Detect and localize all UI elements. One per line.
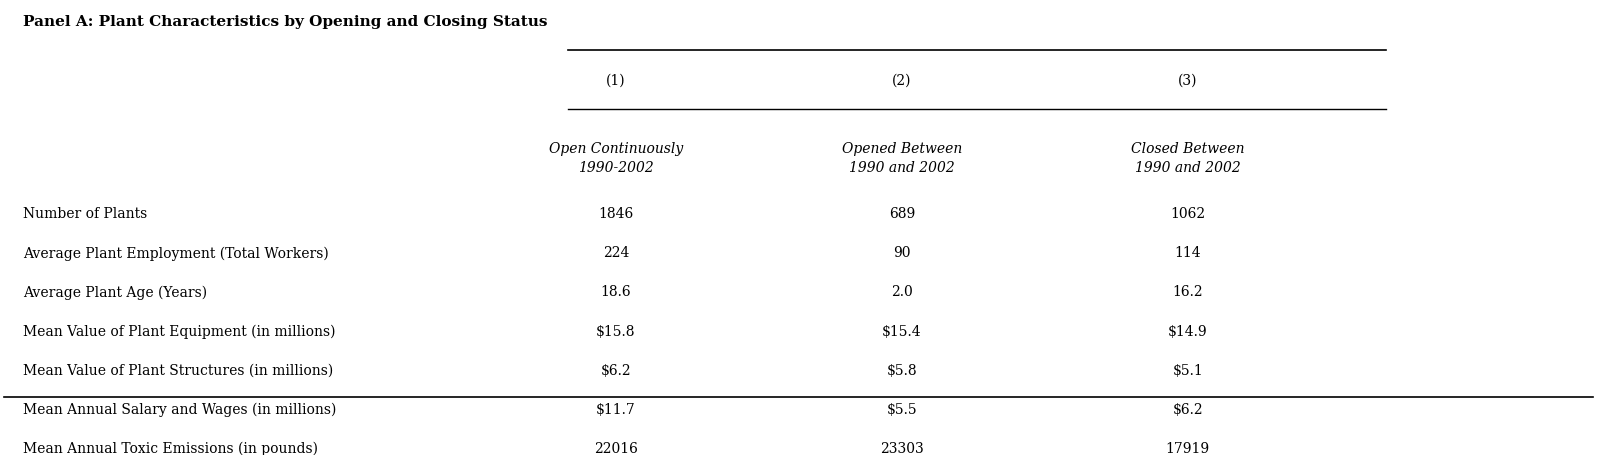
Text: (2): (2) (893, 73, 912, 87)
Text: Average Plant Age (Years): Average Plant Age (Years) (24, 285, 208, 299)
Text: 689: 689 (888, 207, 915, 221)
Text: 114: 114 (1174, 246, 1201, 260)
Text: 22016: 22016 (594, 441, 637, 455)
Text: $5.5: $5.5 (886, 402, 917, 416)
Text: 90: 90 (893, 246, 910, 260)
Text: 1062: 1062 (1171, 207, 1206, 221)
Text: $11.7: $11.7 (596, 402, 636, 416)
Text: 1846: 1846 (599, 207, 634, 221)
Text: $15.4: $15.4 (882, 324, 921, 338)
Text: 224: 224 (602, 246, 629, 260)
Text: 2.0: 2.0 (891, 285, 912, 299)
Text: $5.1: $5.1 (1172, 363, 1203, 377)
Text: 18.6: 18.6 (600, 285, 631, 299)
Text: Closed Between
1990 and 2002: Closed Between 1990 and 2002 (1131, 142, 1244, 175)
Text: Mean Annual Salary and Wages (in millions): Mean Annual Salary and Wages (in million… (24, 402, 337, 416)
Text: $6.2: $6.2 (1172, 402, 1203, 416)
Text: 17919: 17919 (1166, 441, 1211, 455)
Text: Average Plant Employment (Total Workers): Average Plant Employment (Total Workers) (24, 246, 329, 260)
Text: 23303: 23303 (880, 441, 923, 455)
Text: $5.8: $5.8 (886, 363, 917, 377)
Text: Open Continuously
1990-2002: Open Continuously 1990-2002 (549, 142, 684, 175)
Text: (3): (3) (1179, 73, 1198, 87)
Text: Mean Value of Plant Equipment (in millions): Mean Value of Plant Equipment (in millio… (24, 324, 335, 338)
Text: Number of Plants: Number of Plants (24, 207, 147, 221)
Text: (1): (1) (605, 73, 626, 87)
Text: Panel A: Plant Characteristics by Opening and Closing Status: Panel A: Plant Characteristics by Openin… (24, 15, 548, 29)
Text: $14.9: $14.9 (1167, 324, 1207, 338)
Text: $15.8: $15.8 (596, 324, 636, 338)
Text: Mean Annual Toxic Emissions (in pounds): Mean Annual Toxic Emissions (in pounds) (24, 440, 318, 455)
Text: Opened Between
1990 and 2002: Opened Between 1990 and 2002 (842, 142, 961, 175)
Text: 16.2: 16.2 (1172, 285, 1203, 299)
Text: $6.2: $6.2 (600, 363, 631, 377)
Text: Mean Value of Plant Structures (in millions): Mean Value of Plant Structures (in milli… (24, 363, 334, 377)
